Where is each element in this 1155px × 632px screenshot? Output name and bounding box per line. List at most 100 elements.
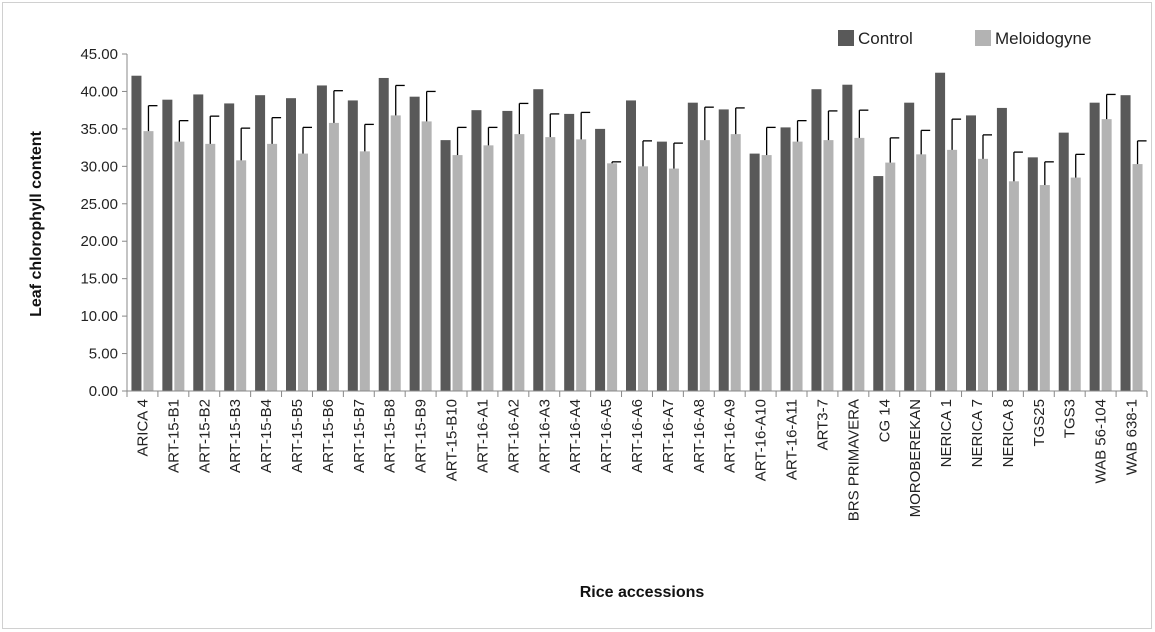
x-tick-label: ART-16-A3 (536, 399, 553, 473)
bar-control (626, 100, 636, 391)
bar-meloidogyne (143, 131, 154, 391)
bar-control (966, 115, 976, 392)
x-axis-title: Rice accessions (580, 584, 705, 601)
x-tick-label: ARICA 4 (134, 399, 151, 457)
x-tick-label: NERICA 1 (938, 399, 955, 467)
bar-control (811, 89, 822, 391)
y-tick-label: 30.00 (80, 158, 118, 175)
bar-control (409, 96, 420, 391)
bar-meloidogyne (452, 155, 463, 391)
x-tick-label: ART-16-A5 (598, 399, 615, 473)
bar-control (935, 72, 946, 391)
x-tick-label: ART-15-B3 (227, 399, 244, 473)
bar-meloidogyne (730, 134, 741, 391)
bar-meloidogyne (638, 166, 648, 391)
bar-meloidogyne (514, 134, 525, 391)
bar-meloidogyne (205, 143, 216, 391)
bar-control (471, 110, 482, 392)
bar-meloidogyne (1008, 181, 1019, 391)
x-tick-label: ART-16-A9 (722, 399, 739, 473)
bar-control (533, 89, 544, 391)
bar-control (564, 113, 575, 392)
bar-meloidogyne (1070, 177, 1081, 391)
bar-control (842, 84, 853, 392)
y-axis-title: Leaf chlorophyll content (28, 130, 45, 316)
bar-control (718, 109, 729, 391)
x-tick-label: ART-15-B2 (196, 399, 213, 473)
bar-control (286, 98, 296, 391)
x-tick-label: TGS3 (1062, 399, 1079, 438)
bars-layer (131, 72, 1143, 392)
bar-control (347, 100, 358, 391)
bar-control (656, 141, 667, 391)
y-tick-label: 35.00 (80, 121, 118, 138)
y-tick-label: 25.00 (80, 196, 118, 213)
bar-control (1027, 157, 1038, 391)
legend-swatch-meloidogyne (975, 30, 991, 46)
bar-meloidogyne (298, 153, 308, 391)
bar-meloidogyne (823, 140, 834, 391)
x-tick-label: ART-16-A7 (660, 399, 677, 473)
bar-control (440, 140, 451, 391)
bar-control (162, 99, 173, 391)
bar-meloidogyne (854, 137, 865, 391)
x-tick-label: ART-15-B10 (444, 399, 461, 481)
bar-control (996, 107, 1007, 392)
x-ticks: ARICA 4 ART-15-B1 ART-15-B2 ART-15-B3 ART-15… (126, 391, 1148, 521)
x-tick-label: TGS25 (1031, 399, 1048, 447)
bar-meloidogyne (916, 154, 927, 391)
bar-control (131, 75, 142, 392)
bar-control (1120, 95, 1131, 391)
bar-control (193, 94, 204, 391)
bar-meloidogyne (174, 141, 185, 391)
bar-meloidogyne (1039, 185, 1050, 391)
x-tick-label: ART-15-B7 (351, 399, 368, 473)
bar-meloidogyne (576, 139, 587, 391)
bar-meloidogyne (421, 121, 432, 392)
x-tick-label: BRS PRIMAVERA (845, 399, 862, 521)
x-tick-label: ART-16-A8 (691, 399, 708, 473)
bar-control (749, 153, 760, 391)
x-tick-label: ART-16-A11 (784, 399, 801, 480)
x-tick-label: ART-15-B1 (165, 399, 182, 473)
bar-control (780, 127, 791, 391)
bar-meloidogyne (1132, 164, 1143, 391)
x-tick-label: WAB 638-1 (1124, 399, 1141, 475)
bar-meloidogyne (978, 158, 988, 391)
bar-meloidogyne (792, 141, 803, 391)
error-bars-layer (147, 84, 1147, 186)
y-tick-label: 10.00 (80, 308, 118, 325)
bar-meloidogyne (761, 155, 772, 391)
bar-meloidogyne (328, 122, 339, 392)
bar-control (255, 95, 266, 391)
y-tick-label: 0.00 (89, 383, 118, 400)
x-tick-label: ART-15-B5 (289, 399, 306, 473)
x-tick-label: ART-16-A6 (629, 399, 646, 473)
bar-meloidogyne (390, 115, 401, 392)
bar-control (1058, 132, 1069, 391)
bar-control (224, 103, 235, 391)
y-tick-label: 20.00 (80, 233, 118, 250)
legend-label-meloidogyne: Meloidogyne (995, 29, 1091, 48)
x-tick-label: ART-15-B9 (413, 399, 430, 473)
x-tick-label: ART-16-A2 (505, 399, 522, 473)
legend-swatch-control (838, 30, 854, 46)
y-tick-label: 5.00 (89, 346, 118, 363)
bar-control (316, 85, 327, 391)
bar-meloidogyne (885, 162, 896, 391)
y-tick-label: 40.00 (80, 83, 118, 100)
y-tick-label: 45.00 (80, 46, 118, 63)
legend-label-control: Control (858, 29, 913, 48)
x-tick-label: ART-16-A4 (567, 399, 584, 473)
bar-meloidogyne (359, 151, 370, 391)
x-tick-label: ART-15-B8 (382, 399, 399, 473)
bar-control (904, 102, 915, 391)
bar-meloidogyne (607, 163, 618, 391)
x-tick-label: NERICA 8 (1000, 399, 1017, 467)
bar-control (595, 128, 606, 391)
bar-control (687, 102, 698, 391)
x-tick-label: ART-15-B6 (320, 399, 337, 473)
bar-control (873, 176, 884, 391)
bar-control (1089, 102, 1100, 391)
